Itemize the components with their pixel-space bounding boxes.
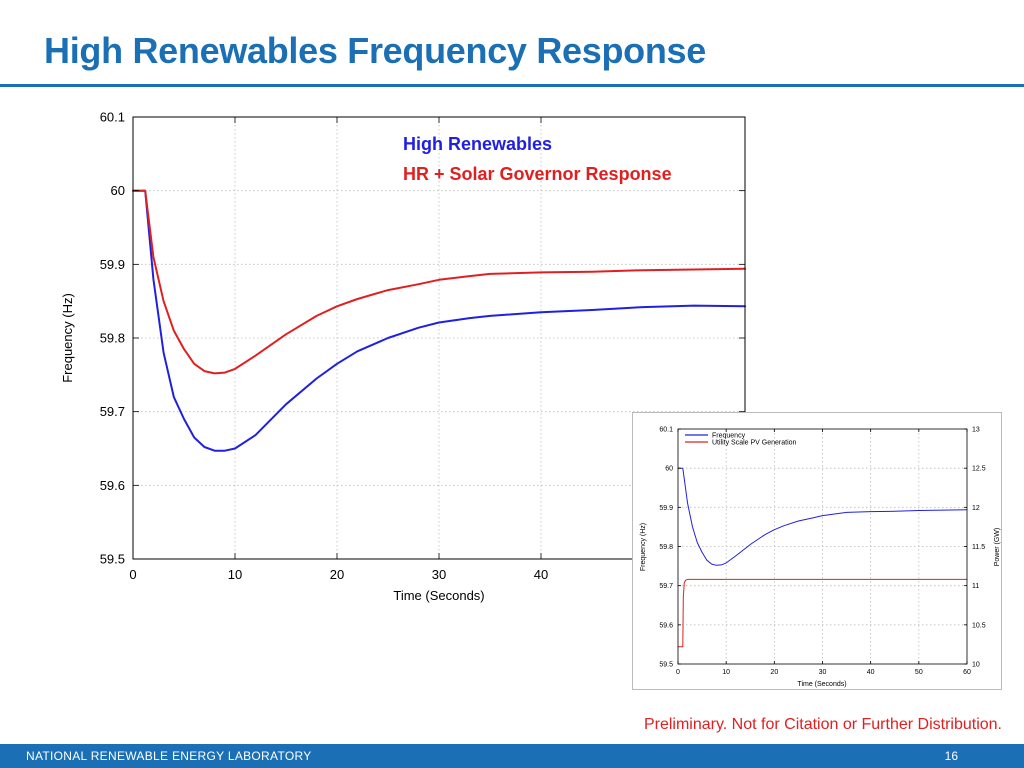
inset-y2-axis-label: Power (GW) (994, 528, 1001, 567)
footer-lab-name: NATIONAL RENEWABLE ENERGY LABORATORY (26, 749, 312, 763)
main-x-tick-labels: 0 10 20 30 40 (129, 567, 548, 582)
main-gridlines (133, 117, 745, 559)
x-tick-label: 0 (129, 567, 136, 582)
x-tick-label: 20 (770, 669, 778, 676)
y2-tick-label: 12 (972, 505, 980, 512)
y-tick-label: 60 (665, 466, 673, 473)
y-tick-label: 59.9 (659, 505, 673, 512)
main-y-tick-labels: 59.5 59.6 59.7 59.8 59.9 60 60.1 (100, 110, 125, 567)
y2-tick-label: 11.5 (972, 544, 985, 551)
inset-x-tick-labels: 0 10 20 30 40 50 60 (676, 669, 971, 676)
x-tick-label: 50 (915, 669, 923, 676)
y-tick-label: 59.7 (659, 583, 673, 590)
y-tick-label: 59.5 (659, 661, 673, 668)
x-tick-label: 10 (722, 669, 730, 676)
slide-title: High Renewables Frequency Response (44, 30, 706, 71)
inset-y-tick-labels: 59.5 59.6 59.7 59.8 59.9 60 60.1 (659, 426, 673, 668)
y-tick-label: 59.6 (100, 478, 125, 493)
y-tick-label: 59.7 (100, 404, 125, 419)
x-tick-label: 20 (330, 567, 344, 582)
y-tick-label: 59.8 (100, 331, 125, 346)
inset-legend-label-pv: Utility Scale PV Generation (712, 440, 797, 447)
x-tick-label: 30 (432, 567, 446, 582)
main-frequency-chart: 59.5 59.6 59.7 59.8 59.9 60 60.1 0 10 20 30 40 Tim… (60, 110, 746, 603)
disclaimer-text: Preliminary. Not for Citation or Further… (643, 716, 1002, 733)
y-tick-label: 60.1 (100, 110, 125, 125)
y-tick-label: 59.5 (100, 552, 125, 567)
main-y-axis-label: Frequency (Hz) (60, 293, 75, 383)
y-tick-label: 60.1 (659, 426, 673, 433)
inset-gridlines (678, 429, 967, 664)
x-tick-label: 30 (819, 669, 827, 676)
y-tick-label: 59.6 (659, 622, 673, 629)
series-line-utility-scale-pv-generation (677, 578, 968, 648)
inset-ticks (677, 428, 968, 665)
footer-bar: NATIONAL RENEWABLE ENERGY LABORATORY 16 (0, 744, 1024, 768)
main-legend-label-solar-governor: HR + Solar Governor Response (403, 164, 672, 184)
y2-tick-label: 11 (972, 583, 979, 590)
x-tick-label: 40 (534, 567, 548, 582)
y-tick-label: 59.8 (659, 544, 673, 551)
main-x-axis-label: Time (Seconds) (393, 588, 484, 603)
inset-x-axis-label: Time (Seconds) (797, 681, 846, 688)
main-legend-label-high-renewables: High Renewables (403, 134, 552, 154)
main-ticks (132, 116, 745, 560)
y2-tick-label: 10.5 (972, 622, 986, 629)
inset-y-axis-label: Frequency (Hz) (640, 523, 647, 571)
x-tick-label: 10 (228, 567, 242, 582)
series-line-high-renewables (132, 189, 746, 452)
x-tick-label: 40 (867, 669, 875, 676)
inset-y2-tick-labels: 10 10.5 11 11.5 12 12.5 13 (972, 426, 986, 668)
series-line-hr-solar-governor-response (132, 189, 746, 375)
series-line-frequency (677, 467, 968, 566)
y-tick-label: 60 (111, 183, 125, 198)
y2-tick-label: 13 (972, 426, 980, 433)
y2-tick-label: 12.5 (972, 466, 986, 473)
x-tick-label: 0 (676, 669, 680, 676)
y-tick-label: 59.9 (100, 257, 125, 272)
page-number: 16 (944, 749, 958, 763)
title-divider (0, 84, 1024, 87)
inset-series (677, 467, 968, 648)
inset-legend-label-frequency: Frequency (712, 433, 746, 440)
y2-tick-label: 10 (972, 661, 980, 668)
x-tick-label: 60 (963, 669, 971, 676)
main-series (132, 189, 746, 452)
